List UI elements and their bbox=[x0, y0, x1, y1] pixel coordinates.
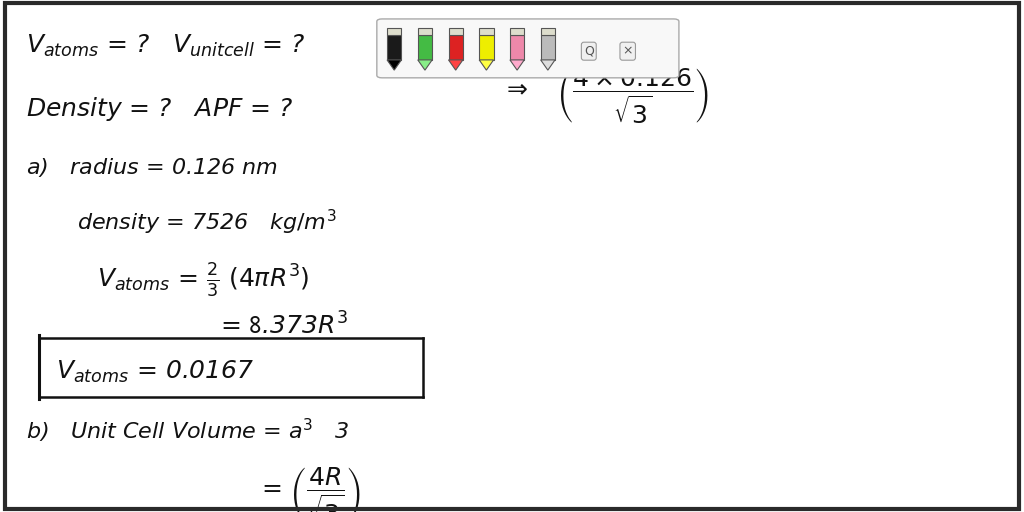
Polygon shape bbox=[418, 60, 432, 70]
FancyBboxPatch shape bbox=[377, 19, 679, 78]
FancyBboxPatch shape bbox=[479, 35, 494, 60]
Text: $Density$ = ?   $APF$ = ?: $Density$ = ? $APF$ = ? bbox=[26, 95, 293, 123]
Text: ×: × bbox=[623, 45, 633, 58]
FancyBboxPatch shape bbox=[449, 35, 463, 60]
Polygon shape bbox=[387, 60, 401, 70]
Text: $V_{atoms}$ = $\frac{2}{3}$ $(4\pi R^3)$: $V_{atoms}$ = $\frac{2}{3}$ $(4\pi R^3)$ bbox=[97, 261, 310, 299]
Text: $V_{atoms}$ = ?   $V_{unitcell}$ = ?: $V_{atoms}$ = ? $V_{unitcell}$ = ? bbox=[26, 33, 305, 59]
Polygon shape bbox=[479, 60, 494, 70]
Text: a)   $radius$ = 0.126 nm: a) $radius$ = 0.126 nm bbox=[26, 156, 278, 179]
FancyBboxPatch shape bbox=[510, 35, 524, 60]
FancyBboxPatch shape bbox=[541, 28, 555, 35]
FancyBboxPatch shape bbox=[418, 35, 432, 60]
Polygon shape bbox=[510, 60, 524, 70]
FancyBboxPatch shape bbox=[449, 28, 463, 35]
FancyBboxPatch shape bbox=[387, 28, 401, 35]
Text: $density$ = 7526   $kg/m^3$: $density$ = 7526 $kg/m^3$ bbox=[77, 207, 337, 237]
Text: b)   Unit Cell Volume = $a^3$   3: b) Unit Cell Volume = $a^3$ 3 bbox=[26, 417, 349, 445]
Polygon shape bbox=[449, 60, 463, 70]
FancyBboxPatch shape bbox=[510, 28, 524, 35]
FancyBboxPatch shape bbox=[479, 28, 494, 35]
Text: $V_{atoms}$ = 0.0167: $V_{atoms}$ = 0.0167 bbox=[56, 358, 255, 385]
FancyBboxPatch shape bbox=[418, 28, 432, 35]
Text: $\Rightarrow$   $\left(\dfrac{4\times0.126}{\sqrt{3}}\right)$: $\Rightarrow$ $\left(\dfrac{4\times0.126… bbox=[502, 67, 709, 125]
Text: Q: Q bbox=[584, 45, 594, 58]
FancyBboxPatch shape bbox=[541, 35, 555, 60]
Text: = $\left(\dfrac{4R}{\sqrt{3}}\right)$: = $\left(\dfrac{4R}{\sqrt{3}}\right)$ bbox=[261, 466, 360, 512]
FancyBboxPatch shape bbox=[387, 35, 401, 60]
Text: = $\mathcal{8}$.373$R^3$: = $\mathcal{8}$.373$R^3$ bbox=[220, 312, 348, 339]
Polygon shape bbox=[541, 60, 555, 70]
